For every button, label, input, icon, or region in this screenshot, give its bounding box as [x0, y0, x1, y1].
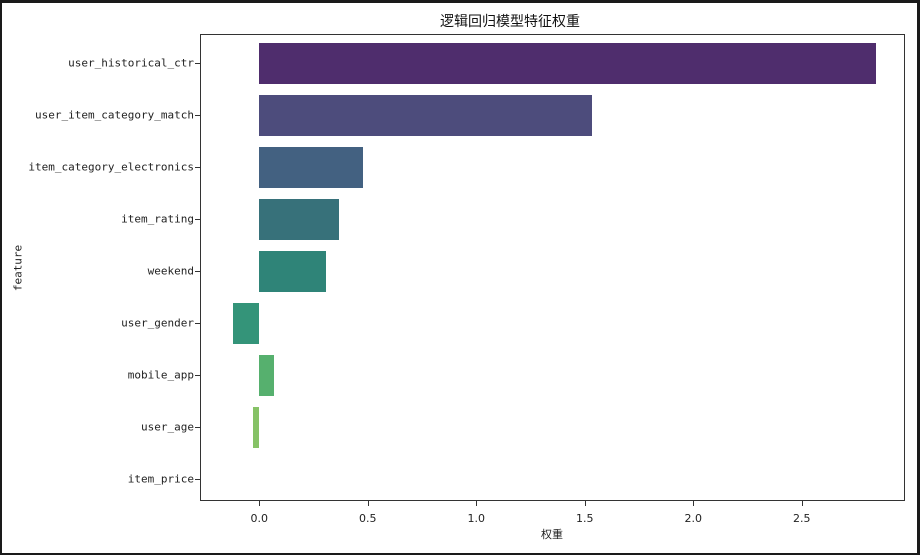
- y-tick-mark: [195, 323, 200, 324]
- bar-item-rating: 0.366: [259, 198, 339, 240]
- x-axis-label: 权重: [541, 528, 563, 541]
- y-tick-label: user_historical_ctr: [68, 56, 194, 70]
- y-tick-label: user_gender: [121, 316, 194, 330]
- y-tick-label: item_rating: [121, 212, 194, 226]
- y-tick-label: weekend: [147, 264, 194, 278]
- y-tick-label: item_category_electronics: [28, 160, 194, 174]
- x-tick-mark: [259, 501, 261, 506]
- y-tick-mark: [195, 271, 200, 272]
- x-tick-mark: [584, 501, 586, 506]
- bar-user-item-category-match: 1.535: [259, 94, 593, 136]
- y-tick-label: item_price: [127, 472, 194, 486]
- x-tick-label: 0.5: [359, 512, 377, 525]
- y-tick-mark: [195, 219, 200, 220]
- bar-item-category-electronics: 0.48: [259, 146, 364, 188]
- bar-user-gender: -0.123: [232, 302, 260, 344]
- y-tick-label: user_item_category_match: [35, 108, 194, 122]
- y-tick-mark: [195, 479, 200, 480]
- x-tick-label: 2.0: [684, 512, 703, 525]
- y-tick-mark: [195, 63, 200, 64]
- y-tick-label: mobile_app: [127, 368, 194, 382]
- y-tick-mark: [195, 115, 200, 116]
- y-tick-label: user_age: [141, 420, 194, 434]
- chart-title: 逻辑回归模型特征权重: [440, 14, 580, 30]
- plot-area: 2.84 1.535 0.48 0.366 0.306 -0.123 0.068 -0.03: [200, 34, 905, 501]
- y-tick-mark: [195, 375, 200, 376]
- bar-user-age: -0.03: [252, 406, 260, 448]
- x-tick-label: 1.0: [467, 512, 486, 525]
- x-tick-mark: [367, 501, 369, 506]
- bar-weekend: 0.306: [259, 250, 326, 292]
- x-tick-label: 0.0: [250, 512, 269, 525]
- y-axis-label: feature: [11, 244, 25, 292]
- bar-mobile-app: 0.068: [259, 354, 275, 396]
- x-tick-mark: [476, 501, 478, 506]
- x-tick-label: 2.5: [793, 512, 811, 525]
- x-tick-label: 1.5: [576, 512, 594, 525]
- bar-user-historical-ctr: 2.84: [259, 42, 876, 84]
- x-tick-mark: [801, 501, 803, 506]
- y-tick-mark: [195, 427, 200, 428]
- y-tick-mark: [195, 167, 200, 168]
- x-tick-mark: [693, 501, 695, 506]
